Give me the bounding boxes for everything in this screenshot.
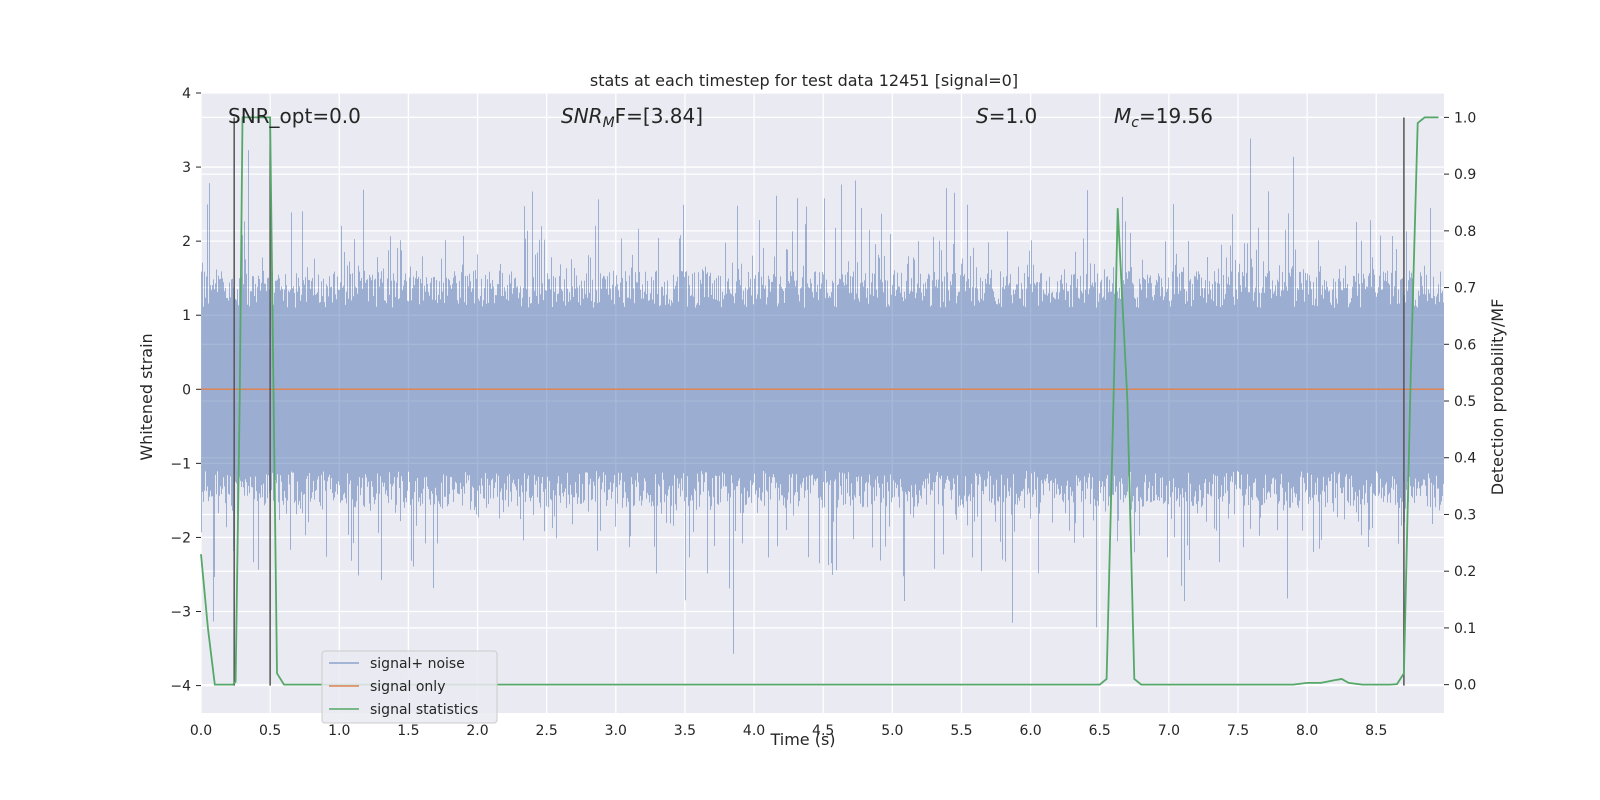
legend-label-signal: signal only <box>370 679 445 695</box>
chart-title: stats at each timestep for test data 124… <box>590 71 1018 90</box>
y2-tick-label: 1.0 <box>1454 110 1476 126</box>
y2-tick-label: 0.8 <box>1454 224 1476 240</box>
y-tick-label: −2 <box>170 530 191 546</box>
annotation-s: S=1.0 <box>976 104 1037 128</box>
mc-value: =19.56 <box>1139 104 1213 128</box>
annotation-mc: Mc=19.56 <box>1114 104 1213 131</box>
x-tick-label: 6.5 <box>1089 723 1111 739</box>
snr-mf-subscript: M <box>603 115 615 131</box>
legend-box <box>321 650 498 724</box>
x-ticks: 0.0 0.5 1.0 1.5 2.0 2.5 3.0 3.5 4.0 4.5 5.0 5.5 6.0 6… <box>190 723 1388 739</box>
y2-tick-label: 0.4 <box>1454 451 1476 467</box>
y-tick-label: −3 <box>170 605 191 621</box>
x-tick-label: 3.5 <box>674 723 696 739</box>
annotation-snr-opt: SNR_opt=0.0 <box>228 104 361 128</box>
x-tick-label: 8.5 <box>1365 723 1387 739</box>
x-tick-label: 4.5 <box>812 723 834 739</box>
signal-noise-path <box>201 138 1444 654</box>
x-tick-label: 1.0 <box>328 723 350 739</box>
y2-tick-label: 0.6 <box>1454 337 1476 353</box>
annotation-snr-mf: SNRMF=[3.84] <box>561 104 703 131</box>
y-tick-label: −4 <box>170 679 191 695</box>
signal-noise-trace <box>201 138 1444 654</box>
y2-ticks: 1.0 0.9 0.8 0.7 0.6 0.5 0.4 0.3 0.2 0.1 0.0 <box>1444 110 1476 694</box>
mc-subscript: c <box>1131 115 1139 131</box>
y2-tick-label: 0.3 <box>1454 507 1476 523</box>
y2-tick-label: 0.0 <box>1454 678 1476 694</box>
x-tick-label: 6.0 <box>1019 723 1041 739</box>
y2-tick-label: 0.7 <box>1454 281 1476 297</box>
s-symbol: S <box>976 104 989 128</box>
legend: signal+ noise signal only signal statist… <box>321 650 498 724</box>
signal-statistics-line <box>200 116 1439 686</box>
x-tick-label: 7.0 <box>1158 723 1180 739</box>
x-tick-label: 2.5 <box>536 723 558 739</box>
y-tick-label: 0 <box>182 382 191 398</box>
x-axis-label: Time (s) <box>769 730 835 749</box>
vertical-markers <box>233 117 1405 686</box>
x-tick-label: 0.5 <box>259 723 281 739</box>
y2-axis-label: Detection probability/MF <box>1488 299 1507 496</box>
y-ticks: 4 3 2 1 0 −1 −2 −3 −4 <box>170 86 201 695</box>
y-tick-label: −1 <box>170 456 191 472</box>
x-tick-label: 5.0 <box>881 723 903 739</box>
x-tick-label: 0.0 <box>190 723 212 739</box>
legend-label-noise: signal+ noise <box>370 656 465 672</box>
y-tick-label: 4 <box>182 86 191 102</box>
y2-tick-label: 0.2 <box>1454 564 1476 580</box>
snr-mf-symbol: SNR <box>561 104 603 128</box>
x-tick-label: 7.5 <box>1227 723 1249 739</box>
y2-tick-label: 0.1 <box>1454 621 1476 637</box>
y-tick-label: 1 <box>182 308 191 324</box>
x-tick-label: 4.0 <box>743 723 765 739</box>
y-tick-label: 2 <box>182 234 191 250</box>
x-tick-label: 8.0 <box>1296 723 1318 739</box>
x-tick-label: 2.0 <box>466 723 488 739</box>
y2-tick-label: 0.5 <box>1454 394 1476 410</box>
y-tick-label: 3 <box>182 160 191 176</box>
x-tick-label: 5.5 <box>950 723 972 739</box>
y2-tick-label: 0.9 <box>1454 167 1476 183</box>
legend-label-stats: signal statistics <box>370 702 478 718</box>
x-tick-label: 1.5 <box>397 723 419 739</box>
x-tick-label: 3.0 <box>605 723 627 739</box>
mc-symbol: M <box>1114 104 1131 128</box>
s-value: =1.0 <box>989 104 1038 128</box>
y-axis-label: Whitened strain <box>137 333 156 460</box>
snr-mf-value: F=[3.84] <box>615 104 703 128</box>
